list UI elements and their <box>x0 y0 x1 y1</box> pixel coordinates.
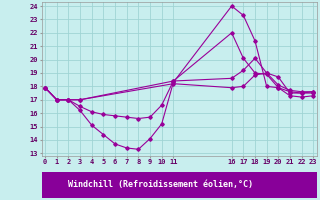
Text: Windchill (Refroidissement éolien,°C): Windchill (Refroidissement éolien,°C) <box>68 180 252 190</box>
